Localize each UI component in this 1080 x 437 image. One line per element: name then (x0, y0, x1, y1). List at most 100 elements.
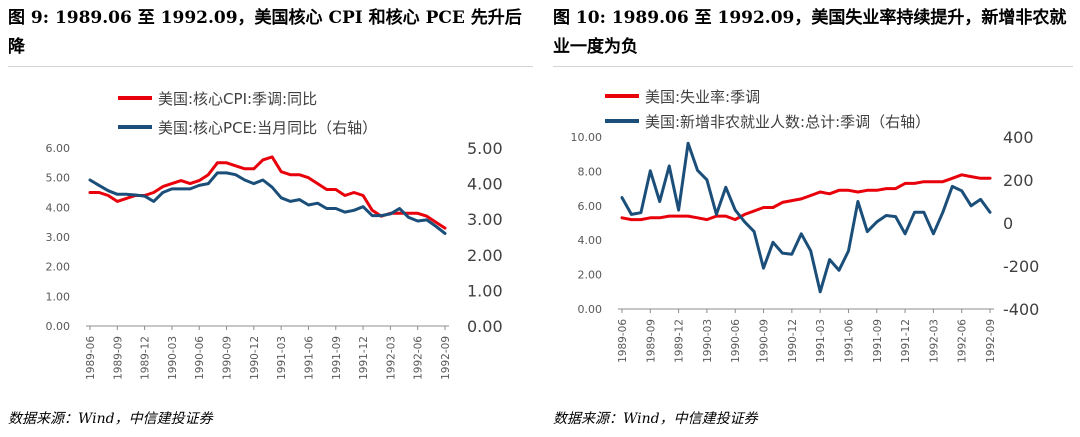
right-chart-series-1-point (658, 216, 661, 220)
right-chart-series-1-point (913, 182, 916, 185)
right-chart-y-left-label: 0.00 (578, 303, 603, 316)
left-chart-series-1-point (416, 212, 419, 215)
right-chart-series-1-point (818, 190, 822, 194)
left-chart-series-2-point (225, 171, 228, 175)
left-chart-series-1-point (307, 176, 310, 179)
right-chart-title: 图 10: 1989.06 至 1992.09，美国失业率持续提升，新增非农就业… (553, 8, 1067, 57)
right-chart-series-2-point (639, 211, 643, 214)
left-chart-legend-label-1: 美国:核心CPI:季调:同比 (158, 90, 317, 108)
left-chart-series-1-point (334, 188, 337, 191)
left-chart-series-1-point (161, 185, 165, 188)
right-chart-series-1-point (875, 189, 878, 192)
right-chart-series-1-point (667, 214, 671, 218)
left-title-divider (8, 66, 533, 67)
right-chart-y-left-label: 2.00 (578, 269, 603, 282)
left-chart-series-1-point (97, 191, 101, 194)
right-chart-series-1-point (762, 206, 765, 209)
right-chart-series-2-point (649, 169, 652, 172)
left-chart-y-left-label: 3.00 (46, 231, 71, 244)
left-chart-x-tick-label: 1990-12 (249, 336, 261, 380)
left-chart-series-2-point (179, 187, 183, 191)
right-chart-series-1-point (885, 187, 888, 190)
right-chart-series-1-point (630, 218, 633, 221)
right-chart-y-right-label: 200 (1003, 171, 1034, 190)
right-chart-series-1-point (734, 218, 737, 221)
left-chart-y-right-label: 5.00 (467, 139, 503, 158)
right-chart-x-tick-label: 1989-06 (617, 319, 629, 363)
left-chart-series-1-point (116, 200, 119, 203)
left-chart-series-2-point (398, 207, 401, 210)
left-chart-series-1-point (188, 182, 192, 185)
right-chart-series-1-point (705, 218, 709, 221)
right-chart-series-1-point (771, 206, 775, 209)
left-chart-series-1-point (352, 191, 356, 194)
right-chart-series-2-point (979, 198, 982, 201)
right-chart-series-2-point (847, 249, 850, 253)
left-chart-series-2-point (216, 171, 219, 175)
right-chart-series-2-point (809, 249, 812, 253)
left-chart-series-2-point (234, 173, 237, 176)
left-chart-series-1-point (270, 155, 274, 159)
right-chart-series-1-point (752, 209, 756, 213)
left-chart-x-tick-label: 1991-12 (358, 336, 370, 380)
left-chart-series-1-point (234, 164, 237, 167)
right-chart-series-2-point (922, 211, 926, 214)
left-chart-series-2-point (425, 218, 428, 222)
left-chart-series-2-point (307, 203, 310, 207)
left-chart-series-2-point (352, 209, 356, 212)
right-chart-series-2-point (875, 220, 878, 224)
left-chart-series-2-point (188, 187, 192, 191)
right-chart-y-right-label: -400 (1003, 300, 1039, 319)
left-chart-series-1-point (252, 167, 256, 170)
left-chart-series-2-point (361, 205, 365, 208)
right-chart-y-right-label: 400 (1003, 128, 1034, 147)
left-chart-series-2-point (316, 201, 319, 205)
right-chart-series-1-point (988, 177, 992, 180)
left-chart-legend-label-2: 美国:核心PCE:当月同比（右轴） (158, 119, 377, 137)
right-chart-x-tick-label: 1989-12 (674, 319, 686, 363)
right-chart-y-left-label: 8.00 (578, 165, 603, 178)
right-chart-series-2-point (667, 164, 671, 168)
left-chart-series-2-point (97, 184, 101, 187)
right-chart-y-left-label: 6.00 (578, 200, 603, 213)
left-chart-series-2-point (289, 200, 292, 203)
left-chart-series-2-point (298, 198, 301, 201)
right-chart-x-tick-label: 1989-09 (645, 319, 657, 363)
left-chart-y-left-label: 6.00 (46, 142, 71, 155)
right-chart-series-1-point (677, 214, 680, 218)
right-chart-series-1-point (781, 201, 784, 204)
right-chart-series-2-point (960, 189, 963, 192)
right-chart-series-red-line (620, 173, 992, 222)
right-chart-series-1-point (639, 218, 643, 221)
right-chart-series-2-point (941, 211, 945, 214)
right-chart-series-2-point (771, 241, 775, 244)
right-chart-series-1-point (960, 173, 963, 177)
left-chart-x-tick-label: 1991-06 (303, 336, 315, 380)
left-chart-series-2-point (161, 191, 165, 194)
left-chart-series-2-point (170, 187, 174, 191)
left-chart-y-right-label: 3.00 (467, 210, 503, 229)
right-chart-series-2-point (752, 230, 756, 233)
left-chart-y-right-label: 1.00 (467, 281, 503, 300)
left-chart-series-1-point (434, 220, 438, 224)
right-chart-series-1-point (941, 180, 945, 183)
right-chart-series-1-point (686, 214, 690, 218)
right-chart-series-1-point (696, 216, 699, 220)
right-chart-series-2-point (932, 232, 935, 235)
left-chart-title: 图 9: 1989.06 至 1992.09，美国核心 CPI 和核心 PCE … (8, 8, 522, 57)
left-chart-series-2-point (125, 193, 128, 196)
left-chart-series-blue-line (88, 171, 447, 235)
right-chart-series-2-point (856, 200, 860, 203)
right-chart-series-1-point (828, 192, 831, 195)
right-chart-series-2-point (988, 211, 992, 214)
right-chart-series-1-point (903, 182, 907, 185)
right-chart-series-2-point (705, 178, 709, 181)
left-chart-series-2-point (88, 178, 92, 182)
left-chart-series-1-point (370, 209, 374, 212)
left-chart-series-1-point (298, 173, 301, 176)
left-chart-x-tick-label: 1992-06 (413, 336, 425, 380)
right-chart-y-right-label: -200 (1003, 257, 1039, 276)
right-chart-series-1-point (856, 190, 860, 194)
left-chart-series-2-point (152, 200, 155, 203)
left-chart-series-1-point (443, 226, 447, 230)
